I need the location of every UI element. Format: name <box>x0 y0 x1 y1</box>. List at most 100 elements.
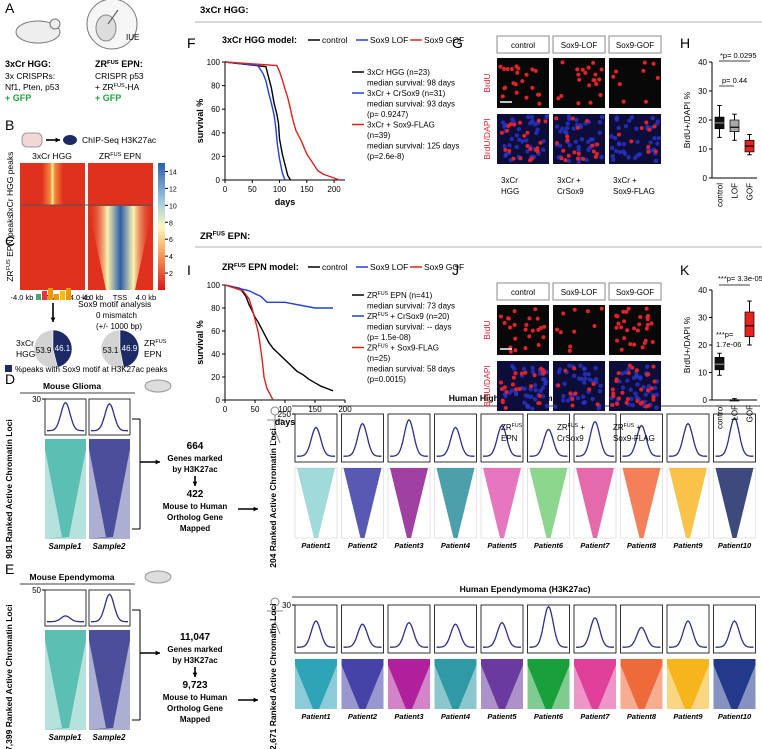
brdu-cell <box>523 327 528 332</box>
colorbar-tick-label: 10 <box>169 203 177 210</box>
label: Patient1 <box>301 712 330 721</box>
nucleus <box>514 133 520 138</box>
nucleus <box>530 369 536 375</box>
brdu-cell <box>536 118 541 123</box>
profile-frame <box>294 413 338 463</box>
label: Patient8 <box>627 712 657 721</box>
y-tick-label: 250 <box>278 410 292 419</box>
text-part: ZR <box>200 231 213 242</box>
brdu-cell <box>576 151 581 156</box>
y-tick-label: 10 <box>698 145 707 154</box>
nucleus <box>521 366 527 372</box>
nucleus <box>540 394 546 399</box>
nucleus <box>535 127 540 132</box>
brdu-cell <box>502 66 507 71</box>
brdu-cell <box>535 316 540 321</box>
nucleus <box>516 127 522 132</box>
brdu-cell <box>530 328 535 333</box>
brdu-cell <box>610 402 615 407</box>
nucleus <box>525 404 531 410</box>
heatmap-fade <box>505 665 523 709</box>
label: 4.0 kb <box>70 293 90 302</box>
label: + ZRFUS-HA <box>95 82 140 92</box>
label: control <box>511 41 535 50</box>
brdu-cell <box>537 101 542 106</box>
column-label-box <box>608 35 662 54</box>
brdu-cell <box>529 156 534 161</box>
annotation: (n=25) <box>367 354 391 363</box>
nucleus <box>541 139 546 144</box>
brdu-cell <box>587 83 592 88</box>
nucleus <box>599 114 605 120</box>
heatmap-fade <box>574 665 592 709</box>
label: Patient3 <box>394 712 424 721</box>
nucleus <box>597 389 603 394</box>
nucleus <box>561 393 566 399</box>
panel-letter: D <box>5 371 15 387</box>
x-tick-label: GOF <box>746 405 755 422</box>
nucleus <box>623 370 628 375</box>
label: CrSox9 <box>557 434 584 443</box>
label: -4.0 kb <box>81 293 104 302</box>
label: EPN <box>501 434 518 443</box>
mouse-ear <box>49 18 61 30</box>
label: IUE <box>126 33 139 42</box>
label: %peaks with Sox9 motif at H3K27ac peaks <box>15 365 168 374</box>
profile-curve <box>297 426 335 457</box>
label: Mouse Ependymoma <box>29 572 114 582</box>
brdu-cell <box>568 391 573 396</box>
arrow-head <box>155 650 160 656</box>
superscript: FUS <box>624 423 635 429</box>
micrograph <box>609 114 661 164</box>
label: control <box>511 288 535 297</box>
y-tick-label: 40 <box>211 129 220 138</box>
nucleus <box>573 139 579 144</box>
label: survival % <box>195 320 205 365</box>
nucleus <box>587 377 593 382</box>
motif-logo <box>36 294 41 300</box>
heatmap-fade <box>341 665 360 709</box>
superscript: FUS <box>213 231 225 238</box>
brdu-cell <box>645 388 650 393</box>
y-tick-label: 40 <box>698 286 707 295</box>
heatmap-fade <box>45 640 86 730</box>
nucleus <box>544 403 550 409</box>
profile-curve <box>390 621 428 648</box>
nucleus <box>561 398 566 403</box>
nucleus <box>524 138 529 143</box>
nucleus <box>620 385 626 390</box>
survival-curve <box>224 284 333 309</box>
brdu-cell <box>568 344 573 349</box>
brain-icon <box>21 132 43 148</box>
colorbar-tick-label: 2 <box>169 271 173 278</box>
nucleus <box>646 384 652 389</box>
label: 3xCr HGG model: <box>222 35 297 45</box>
brdu-cell <box>619 325 624 330</box>
brdu-cell <box>599 67 604 72</box>
label: + GFP <box>95 93 121 103</box>
nucleus <box>650 116 655 121</box>
label: Patient6 <box>534 541 564 550</box>
label: -4.0 kb <box>11 293 34 302</box>
brdu-cell <box>646 144 651 149</box>
mouse-icon <box>15 20 61 44</box>
heatmap-signal <box>436 468 475 538</box>
brdu-cell <box>595 142 600 147</box>
brdu-cell <box>543 119 548 124</box>
nucleus <box>586 147 591 153</box>
column-label-box <box>496 282 550 301</box>
nucleus <box>630 402 635 408</box>
annotation: median survival: 125 days <box>367 142 460 151</box>
brdu-cell <box>536 401 541 406</box>
label: ZRFUS + <box>557 423 585 432</box>
brdu-cell <box>620 390 625 395</box>
heatmap-band <box>88 206 153 290</box>
nucleus <box>654 405 659 410</box>
nucleus <box>516 137 522 143</box>
annotation: median survival: 58 days <box>367 365 455 374</box>
pie-value-label: 53.9 <box>36 346 52 355</box>
section-header: 3xCr HGG: <box>200 5 249 16</box>
brdu-cell <box>592 324 597 329</box>
nucleus <box>511 366 517 371</box>
label: Sox9 motif analysis <box>78 299 151 309</box>
